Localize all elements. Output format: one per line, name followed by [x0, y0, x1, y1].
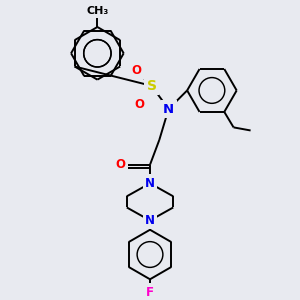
Text: S: S — [146, 79, 157, 93]
Text: N: N — [145, 214, 155, 227]
Text: F: F — [146, 286, 154, 299]
Text: N: N — [163, 103, 174, 116]
Text: O: O — [131, 64, 141, 77]
Text: O: O — [134, 98, 144, 111]
Text: O: O — [116, 158, 126, 171]
Text: CH₃: CH₃ — [86, 6, 109, 16]
Text: N: N — [145, 177, 155, 190]
